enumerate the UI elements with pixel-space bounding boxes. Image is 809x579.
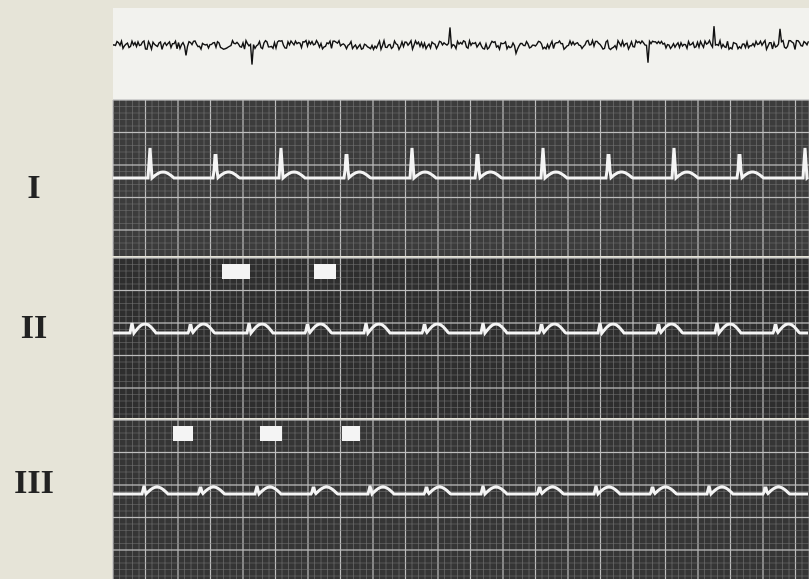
lead-label: I: [27, 169, 40, 206]
marker: [314, 264, 336, 279]
marker: [342, 426, 360, 441]
lead-label: II: [21, 309, 47, 346]
marker: [222, 264, 250, 279]
marker: [260, 426, 282, 441]
top-strip: [113, 8, 809, 100]
ecg-recording: I II III: [0, 0, 809, 579]
marker: [173, 426, 193, 441]
lead-label: III: [14, 464, 54, 501]
